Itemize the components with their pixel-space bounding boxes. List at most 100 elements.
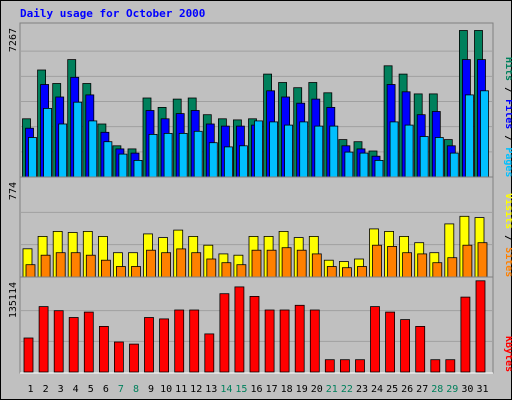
bar-pages-day-17 bbox=[269, 121, 279, 178]
bar-pages-day-13 bbox=[208, 142, 218, 178]
bar-pages-day-16 bbox=[254, 120, 263, 178]
bar-sites-day-6 bbox=[101, 259, 111, 278]
x-tick-label: 5 bbox=[88, 384, 94, 395]
bar-pages-day-27 bbox=[419, 136, 429, 178]
bar-kbytes-day-29 bbox=[445, 359, 456, 373]
x-tick-label: 31 bbox=[476, 384, 488, 395]
bar-pages-day-21 bbox=[329, 125, 339, 178]
bar-sites-day-4 bbox=[70, 252, 81, 278]
x-tick-label: 7 bbox=[118, 384, 124, 395]
bar-pages-day-1 bbox=[28, 137, 37, 178]
x-tick-label: 26 bbox=[401, 384, 413, 395]
bar-kbytes-day-13 bbox=[204, 333, 215, 373]
bar-sites-day-26 bbox=[402, 252, 413, 278]
x-tick-label: 25 bbox=[386, 384, 398, 395]
bar-sites-day-3 bbox=[55, 252, 66, 278]
bar-pages-day-2 bbox=[43, 108, 52, 178]
bar-sites-day-13 bbox=[206, 258, 217, 278]
bar-kbytes-day-16 bbox=[249, 295, 260, 373]
bar-pages-day-18 bbox=[284, 124, 294, 178]
bar-kbytes-day-20 bbox=[309, 309, 320, 373]
legend-separator: / bbox=[503, 129, 512, 147]
panel-hits-files-pages: 7267 Hits / Files / Pages bbox=[8, 22, 512, 179]
legend-files: Files bbox=[503, 99, 512, 129]
x-tick-label: 17 bbox=[266, 384, 278, 395]
chart-title: Daily usage for October 2000 bbox=[20, 7, 205, 20]
x-tick-label: 30 bbox=[461, 384, 473, 395]
bar-pages-day-22 bbox=[344, 151, 354, 178]
bar-kbytes-day-26 bbox=[400, 319, 411, 373]
bar-sites-day-27 bbox=[417, 253, 428, 278]
x-tick-label: 18 bbox=[281, 384, 293, 395]
panel-legend: Visits / Sites bbox=[503, 193, 512, 277]
bar-kbytes-day-28 bbox=[430, 359, 441, 373]
x-tick-label: 12 bbox=[190, 384, 202, 395]
x-tick-label: 13 bbox=[205, 384, 217, 395]
bar-sites-day-28 bbox=[432, 262, 443, 278]
x-tick-label: 20 bbox=[311, 384, 323, 395]
bar-sites-day-1 bbox=[25, 264, 36, 278]
bar-sites-day-10 bbox=[161, 252, 172, 278]
x-tick-label: 27 bbox=[416, 384, 428, 395]
x-tick-label: 9 bbox=[148, 384, 154, 395]
x-tick-label: 6 bbox=[103, 384, 109, 395]
bar-kbytes-day-30 bbox=[460, 296, 471, 373]
bar-pages-day-7 bbox=[118, 153, 128, 178]
legend-hits: Hits bbox=[503, 57, 512, 81]
bar-sites-day-18 bbox=[281, 247, 292, 278]
bar-sites-day-25 bbox=[387, 245, 398, 278]
bar-pages-day-4 bbox=[73, 101, 83, 178]
panel-visits-sites: 774 Visits / Sites bbox=[8, 176, 512, 279]
bar-sites-day-7 bbox=[116, 266, 126, 278]
bar-sites-day-14 bbox=[221, 262, 232, 278]
bar-sites-day-22 bbox=[341, 267, 352, 278]
bar-kbytes-day-7 bbox=[114, 341, 124, 373]
panel-max-label: 7267 bbox=[8, 28, 19, 52]
x-tick-label: 10 bbox=[160, 384, 172, 395]
bar-pages-day-5 bbox=[88, 120, 98, 178]
bar-kbytes-day-5 bbox=[83, 311, 94, 373]
bar-kbytes-day-3 bbox=[53, 310, 64, 373]
x-tick-label: 28 bbox=[431, 384, 443, 395]
bar-pages-day-28 bbox=[434, 137, 444, 178]
legend-kbytes: KBytes bbox=[503, 336, 512, 372]
panel-legend: Hits / Files / Pages bbox=[503, 57, 512, 177]
bar-pages-day-12 bbox=[193, 130, 203, 178]
bar-sites-day-29 bbox=[447, 257, 458, 278]
x-tick-label: 1 bbox=[27, 384, 33, 395]
bar-kbytes-day-9 bbox=[144, 317, 154, 373]
bar-kbytes-day-6 bbox=[99, 325, 109, 373]
x-tick-label: 8 bbox=[133, 384, 139, 395]
bar-pages-day-11 bbox=[178, 132, 188, 178]
bar-kbytes-day-31 bbox=[475, 280, 486, 373]
bar-kbytes-day-1 bbox=[23, 337, 34, 373]
legend-text: KBytes bbox=[503, 336, 512, 372]
bar-kbytes-day-10 bbox=[159, 318, 170, 373]
bar-sites-day-16 bbox=[251, 249, 262, 278]
x-tick-label: 24 bbox=[371, 384, 383, 395]
legend-visits: Visits bbox=[503, 193, 512, 229]
bar-pages-day-3 bbox=[58, 123, 68, 178]
bar-kbytes-day-19 bbox=[294, 304, 305, 373]
panel-kbytes: 135114 KBytes bbox=[8, 276, 512, 374]
bar-kbytes-day-21 bbox=[324, 359, 335, 373]
legend-sites: Sites bbox=[503, 247, 512, 277]
bar-kbytes-day-25 bbox=[385, 311, 396, 373]
bar-kbytes-day-14 bbox=[219, 293, 230, 373]
bar-sites-day-9 bbox=[146, 249, 156, 278]
bar-sites-day-31 bbox=[477, 242, 488, 278]
bar-pages-day-10 bbox=[163, 132, 173, 178]
bar-pages-day-26 bbox=[404, 124, 414, 178]
x-tick-label: 21 bbox=[326, 384, 338, 395]
bar-kbytes-day-22 bbox=[339, 359, 350, 373]
bar-kbytes-day-23 bbox=[355, 359, 365, 373]
bar-pages-day-23 bbox=[359, 152, 369, 178]
bar-sites-day-11 bbox=[176, 248, 187, 278]
bar-kbytes-day-4 bbox=[68, 317, 79, 373]
bar-kbytes-day-15 bbox=[234, 286, 245, 373]
bar-sites-day-17 bbox=[266, 249, 277, 278]
x-tick-label: 22 bbox=[341, 384, 353, 395]
bar-pages-day-9 bbox=[148, 133, 158, 178]
bar-pages-day-31 bbox=[480, 90, 489, 178]
